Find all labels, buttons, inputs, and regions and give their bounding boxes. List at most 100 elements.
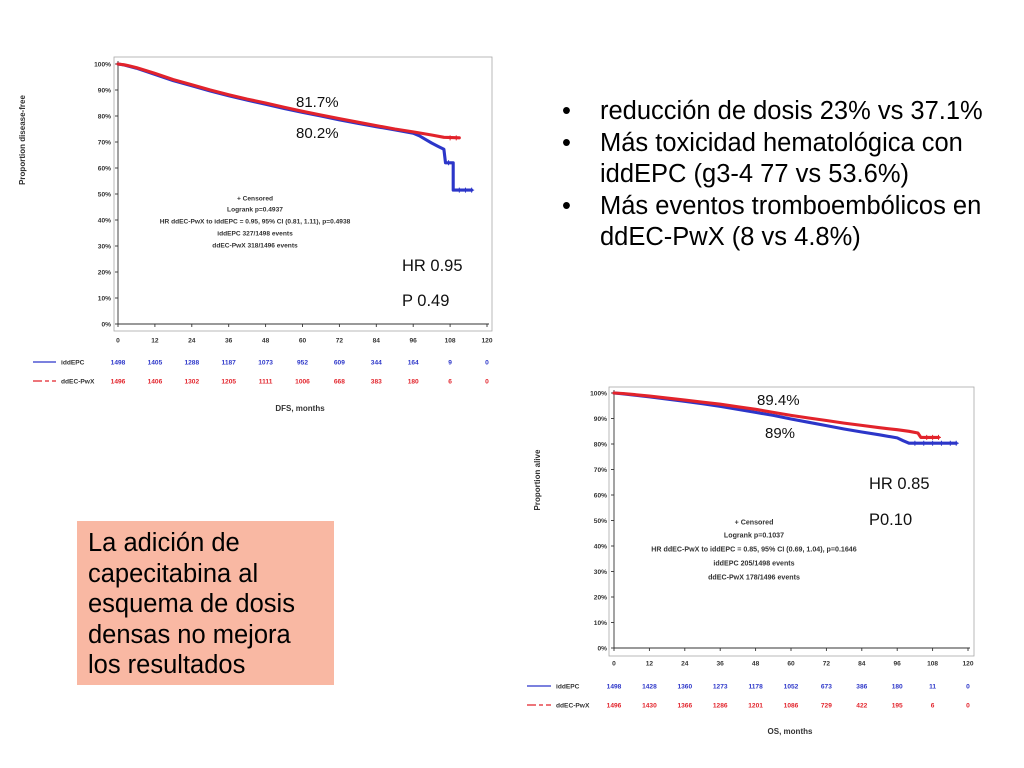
dfs-x-tick-label: 84	[373, 338, 381, 345]
os-plot-frame	[608, 386, 975, 657]
os-stats-line: Logrank p=0.1037	[724, 532, 784, 540]
finding-line: Más toxicidad hematológica con	[600, 128, 963, 157]
finding-text: Más eventos tromboembólicos en ddEC-PwX …	[600, 191, 981, 254]
finding-line: Más eventos tromboembólicos en	[600, 191, 982, 220]
os-x-tick-label: 0	[612, 661, 616, 668]
os-x-axis-title: OS, months	[768, 727, 813, 736]
dfs-stats-line: Logrank p=0.4937	[227, 206, 283, 213]
os-at-risk-value-iddepc: 673	[821, 683, 832, 690]
dfs-stats-line: ddEC-PwX 318/1496 events	[212, 242, 298, 249]
os-at-risk-value-ddec-pwx: 1086	[784, 702, 799, 709]
dfs-rate-label: 81.7%	[296, 94, 339, 111]
os-y-tick-label: 80%	[594, 441, 607, 448]
os-x-tick-label: 36	[717, 661, 725, 668]
dfs-x-tick-label: 108	[445, 338, 456, 345]
os-y-tick-label: 100%	[590, 390, 607, 397]
dfs-y-axis-title: Proportion disease-free	[18, 95, 27, 185]
os-at-risk-value-iddepc: 1178	[748, 683, 763, 690]
dfs-at-risk-value-iddepc: 1498	[111, 359, 126, 366]
os-stats-line: + Censored	[735, 519, 774, 527]
os-at-risk-value-ddec-pwx: 422	[856, 702, 867, 709]
dfs-chart: 0% 10% 20% 30% 40% 50% 60% 70% 80% 90% 100% 0 12 24 36…	[18, 56, 493, 413]
dfs-at-risk-value-ddec-pwx: 1205	[221, 378, 236, 385]
dfs-stats-line: + Censored	[237, 195, 273, 202]
os-x-tick-label: 72	[823, 661, 831, 668]
dfs-stats-line: iddEPC 327/1498 events	[217, 230, 293, 237]
dfs-censor-mark-iddepc	[446, 160, 452, 166]
finding-item-dose-reduction: reducción de dosis 23% vs 37.1%	[562, 96, 983, 128]
dfs-at-risk-value-iddepc: 9	[448, 359, 452, 366]
dfs-plot-frame	[113, 56, 493, 332]
findings-list: reducción de dosis 23% vs 37.1% Más toxi…	[562, 96, 983, 254]
os-at-risk-value-iddepc: 180	[892, 683, 903, 690]
dfs-hr-label: HR 0.95	[402, 257, 463, 275]
conclusion-line: densas no mejora	[88, 620, 291, 649]
os-x-tick-label: 48	[752, 661, 760, 668]
dfs-x-tick-label: 36	[225, 338, 233, 345]
os-at-risk-value-ddec-pwx: 1496	[607, 702, 622, 709]
os-y-tick-label: 50%	[594, 518, 607, 525]
dfs-y-tick-label: 90%	[98, 87, 111, 94]
dfs-at-risk-value-iddepc: 0	[485, 359, 489, 366]
finding-text: reducción de dosis 23% vs 37.1%	[600, 96, 983, 128]
dfs-at-risk-value-iddepc: 609	[334, 359, 345, 366]
dfs-censor-mark-iddepc	[456, 187, 462, 193]
dfs-rate-label: 80.2%	[296, 125, 339, 142]
dfs-y-tick-label: 10%	[98, 295, 111, 302]
os-rate-label: 89.4%	[757, 392, 800, 409]
finding-item-thromboembolic-events: Más eventos tromboembólicos en ddEC-PwX …	[562, 191, 983, 254]
os-censor-mark-iddepc	[930, 440, 936, 446]
dfs-at-risk-value-iddepc: 1288	[184, 359, 199, 366]
os-at-risk-value-ddec-pwx: 1201	[748, 702, 763, 709]
os-y-tick-label: 60%	[594, 492, 607, 499]
os-y-tick-label: 30%	[594, 569, 607, 576]
dfs-y-tick-label: 100%	[94, 61, 111, 68]
dfs-x-tick-label: 24	[188, 338, 196, 345]
dfs-at-risk-value-ddec-pwx: 6	[448, 378, 452, 385]
dfs-x-axis-title: DFS, months	[275, 404, 325, 413]
os-y-tick-label: 40%	[594, 543, 607, 550]
dfs-y-tick-label: 70%	[98, 139, 111, 146]
os-censor-mark-ddec-pwx	[924, 434, 930, 440]
conclusion-line: La adición de	[88, 529, 240, 557]
dfs-x-tick-label: 96	[410, 338, 418, 345]
os-at-risk-value-iddepc: 0	[966, 683, 970, 690]
dfs-censor-mark-ddec-pwx	[453, 135, 459, 141]
dfs-censor-mark-ddec-pwx	[447, 135, 453, 141]
os-at-risk-value-iddepc: 386	[856, 683, 867, 690]
finding-line: reducción de dosis 23% vs 37.1%	[600, 97, 983, 125]
os-at-risk-value-ddec-pwx: 0	[966, 702, 970, 709]
os-censor-mark-ddec-pwx	[936, 434, 941, 440]
os-risk-table-label-iddepc: iddEPC	[556, 683, 580, 690]
os-at-risk-value-ddec-pwx: 1430	[642, 702, 657, 709]
dfs-at-risk-value-ddec-pwx: 1406	[148, 378, 163, 385]
os-at-risk-value-ddec-pwx: 1286	[713, 702, 728, 709]
conclusion-line: capecitabina al	[88, 559, 259, 588]
os-at-risk-value-ddec-pwx: 729	[821, 702, 832, 709]
finding-item-hematologic-toxicity: Más toxicidad hematológica con iddEPC (g…	[562, 128, 983, 191]
os-x-tick-label: 12	[646, 661, 654, 668]
os-at-risk-value-ddec-pwx: 195	[892, 702, 903, 709]
os-censor-mark-iddepc	[953, 440, 959, 446]
dfs-at-risk-value-ddec-pwx: 1302	[184, 378, 199, 385]
os-chart: 0% 10% 20% 30% 40% 50% 60% 70% 80% 90% 100% 0 12 24 36…	[527, 386, 975, 736]
os-x-tick-label: 108	[927, 661, 938, 668]
finding-line: iddEPC (g3-4 77 vs 53.6%)	[600, 160, 909, 188]
dfs-y-tick-label: 20%	[98, 269, 111, 276]
dfs-at-risk-value-ddec-pwx: 1111	[259, 378, 273, 385]
dfs-x-tick-label: 0	[116, 338, 120, 345]
os-at-risk-value-ddec-pwx: 6	[931, 702, 935, 709]
dfs-x-tick-label: 120	[481, 338, 492, 345]
os-stats-line: HR ddEC-PwX to iddEPC = 0.85, 95% CI (0.…	[651, 546, 856, 554]
os-at-risk-value-iddepc: 1428	[642, 683, 657, 690]
os-rate-label: 89%	[765, 425, 795, 442]
os-at-risk-value-iddepc: 1052	[784, 683, 799, 690]
os-y-axis-title: Proportion alive	[533, 449, 542, 510]
dfs-at-risk-value-iddepc: 344	[371, 359, 382, 366]
os-x-tick-label: 84	[858, 661, 866, 668]
dfs-y-tick-label: 60%	[98, 165, 111, 172]
dfs-at-risk-value-ddec-pwx: 0	[485, 378, 489, 385]
os-x-tick-label: 24	[681, 661, 689, 668]
dfs-at-risk-value-iddepc: 1405	[148, 359, 163, 366]
